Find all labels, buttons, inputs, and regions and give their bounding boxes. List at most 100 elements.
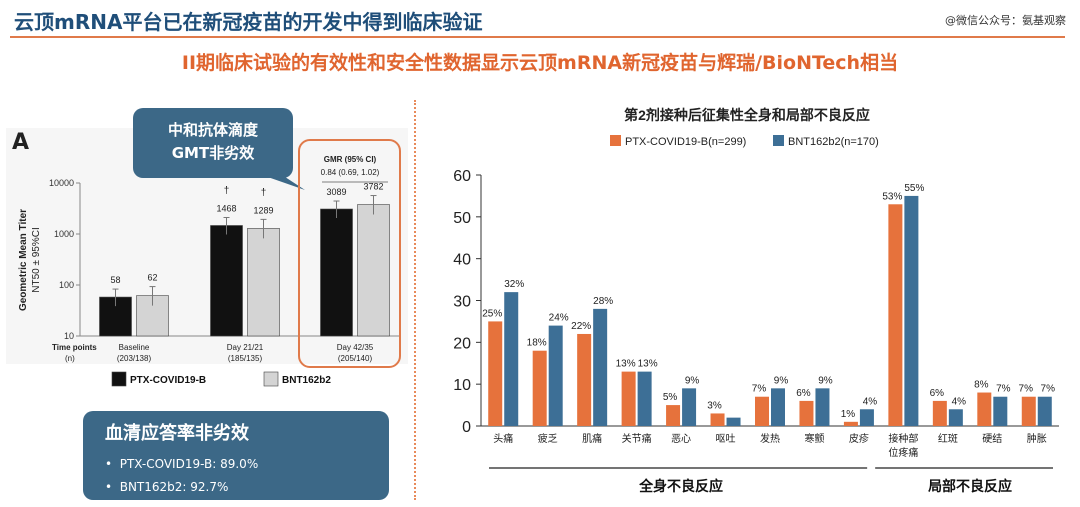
y-tick-label: 0 bbox=[462, 419, 471, 436]
x-header: Time points bbox=[52, 343, 97, 352]
ae-value-label: 6% bbox=[796, 388, 811, 399]
ae-value-label: 55% bbox=[904, 183, 924, 194]
titer-value-label: 3089 bbox=[326, 187, 346, 197]
ae-value-label: 7% bbox=[752, 384, 767, 395]
ae-value-label: 6% bbox=[930, 388, 945, 399]
ae-bar bbox=[577, 333, 592, 426]
titer-value-label: 62 bbox=[147, 273, 157, 283]
ae-bar bbox=[932, 400, 947, 426]
seroresponse-box: 血清应答率非劣效 • PTX-COVID19-B: 89.0% • BNT162… bbox=[83, 411, 389, 500]
y-tick-label: 50 bbox=[453, 210, 471, 227]
ae-bar bbox=[488, 321, 503, 426]
panel-divider bbox=[414, 100, 416, 500]
ae-bar bbox=[755, 396, 769, 426]
ae-bar bbox=[593, 308, 608, 426]
title-rule bbox=[10, 36, 1065, 38]
x-tick-label: 红斑 bbox=[938, 432, 958, 445]
y-tick-label: 10 bbox=[453, 377, 471, 394]
x-header-n: (n) bbox=[65, 354, 75, 363]
ae-value-label: 13% bbox=[638, 359, 658, 370]
gmr-label: GMR (95% CI) bbox=[324, 155, 377, 164]
titer-value-label: 3782 bbox=[363, 182, 383, 192]
seroresponse-title: 血清应答率非劣效 bbox=[105, 423, 249, 444]
ae-value-label: 5% bbox=[663, 392, 678, 403]
ae-value-label: 28% bbox=[593, 296, 613, 307]
ae-value-label: 4% bbox=[863, 396, 878, 407]
y-tick-label: 30 bbox=[453, 294, 471, 311]
y-axis-label: Geometric Mean Titer bbox=[18, 209, 29, 311]
ae-bar bbox=[710, 413, 725, 426]
ae-value-label: 1% bbox=[841, 409, 856, 420]
y-tick-label: 60 bbox=[453, 168, 471, 185]
ae-value-label: 7% bbox=[1041, 384, 1056, 395]
page-subtitle: II期临床试验的有效性和安全性数据显示云顶mRNA新冠疫苗与辉瑞/BioNTec… bbox=[181, 52, 899, 74]
titer-bar bbox=[247, 228, 280, 337]
x-tick-label: Baseline bbox=[119, 343, 150, 352]
adverse-events-chart: 第2剂接种后征集性全身和局部不良反应 PTX-COVID19-B(n=299) BN… bbox=[453, 107, 1059, 494]
ae-value-label: 32% bbox=[504, 279, 524, 290]
x-tick-label: 恶心 bbox=[671, 433, 691, 445]
dagger-mark: † bbox=[261, 187, 267, 198]
ae-bar bbox=[799, 400, 814, 426]
y-tick-label: 1000 bbox=[54, 229, 74, 239]
ae-bar bbox=[771, 388, 785, 426]
titer-chart: 10000 1000 100 10 Geometric Mean Titer NT50 ±… bbox=[18, 155, 400, 387]
ae-value-label: 18% bbox=[527, 338, 547, 349]
legend-label: BNT162b2 bbox=[282, 375, 331, 386]
x-tick-label: 皮疹 bbox=[849, 432, 869, 445]
panel-label: A bbox=[12, 130, 30, 155]
titer-value-label: 1289 bbox=[253, 205, 273, 215]
callout-line2: GMT非劣效 bbox=[171, 144, 255, 162]
ae-bar bbox=[993, 396, 1008, 426]
x-tick-label: 疲乏 bbox=[538, 432, 558, 445]
seroresponse-row: • PTX-COVID19-B: 89.0% bbox=[105, 457, 259, 471]
callout-pointer bbox=[262, 175, 305, 190]
x-tick-n: (203/138) bbox=[117, 354, 152, 363]
y-tick-label: 100 bbox=[59, 280, 74, 290]
x-tick-label: 头痛 bbox=[493, 432, 513, 445]
y-tick-label: 10000 bbox=[49, 178, 74, 188]
x-tick-label: 呕吐 bbox=[716, 433, 736, 445]
legend-label: PTX-COVID19-B(n=299) bbox=[625, 136, 746, 148]
legend-label: BNT162b2(n=170) bbox=[788, 136, 879, 148]
ae-value-label: 24% bbox=[549, 313, 569, 324]
ae-value-label: 53% bbox=[882, 191, 902, 202]
legend-swatch bbox=[610, 135, 621, 146]
ae-bar bbox=[1021, 396, 1036, 426]
titer-value-label: 1468 bbox=[216, 203, 236, 213]
x-tick-n: (205/140) bbox=[338, 354, 373, 363]
watermark: @微信公众号：氨基观察 bbox=[945, 14, 1066, 27]
gmr-highlight-box bbox=[298, 139, 401, 368]
ae-value-label: 25% bbox=[482, 308, 502, 319]
titer-value-label: 58 bbox=[110, 275, 120, 285]
y-tick-label: 40 bbox=[453, 252, 471, 269]
gmr-value: 0.84 (0.69, 1.02) bbox=[321, 168, 380, 177]
ae-value-label: 9% bbox=[685, 375, 700, 386]
ae-bar bbox=[977, 392, 992, 426]
y-tick-label: 20 bbox=[453, 335, 471, 352]
titer-bar bbox=[357, 204, 390, 337]
x-tick-label: Day 21/21 bbox=[227, 343, 264, 352]
chart-title: 第2剂接种后征集性全身和局部不良反应 bbox=[624, 107, 870, 123]
callout-line1: 中和抗体滴度 bbox=[167, 121, 258, 139]
legend-swatch bbox=[263, 371, 279, 387]
x-tick-label: 肌痛 bbox=[582, 432, 602, 445]
ae-value-label: 9% bbox=[818, 375, 833, 386]
ae-bar bbox=[548, 325, 563, 426]
ae-value-label: 4% bbox=[952, 396, 967, 407]
seroresponse-row: • BNT162b2: 92.7% bbox=[105, 480, 229, 494]
y-axis-label-2: NT50 ± 95%CI bbox=[31, 227, 42, 293]
ae-value-label: 8% bbox=[974, 380, 989, 391]
group-label: 全身不良反应 bbox=[638, 478, 723, 494]
ae-bar bbox=[904, 195, 919, 426]
ae-value-label: 3% bbox=[707, 400, 722, 411]
ae-bar bbox=[621, 371, 636, 426]
ae-value-label: 7% bbox=[1019, 384, 1034, 395]
x-tick-label: 接种部 bbox=[888, 432, 918, 445]
ae-bar bbox=[1037, 396, 1052, 426]
y-tick-label: 10 bbox=[64, 331, 74, 341]
group-label: 局部不良反应 bbox=[928, 478, 1012, 494]
ae-bar bbox=[843, 421, 858, 426]
ae-bar bbox=[637, 371, 652, 426]
gmt-callout: 中和抗体滴度 GMT非劣效 bbox=[133, 108, 293, 178]
